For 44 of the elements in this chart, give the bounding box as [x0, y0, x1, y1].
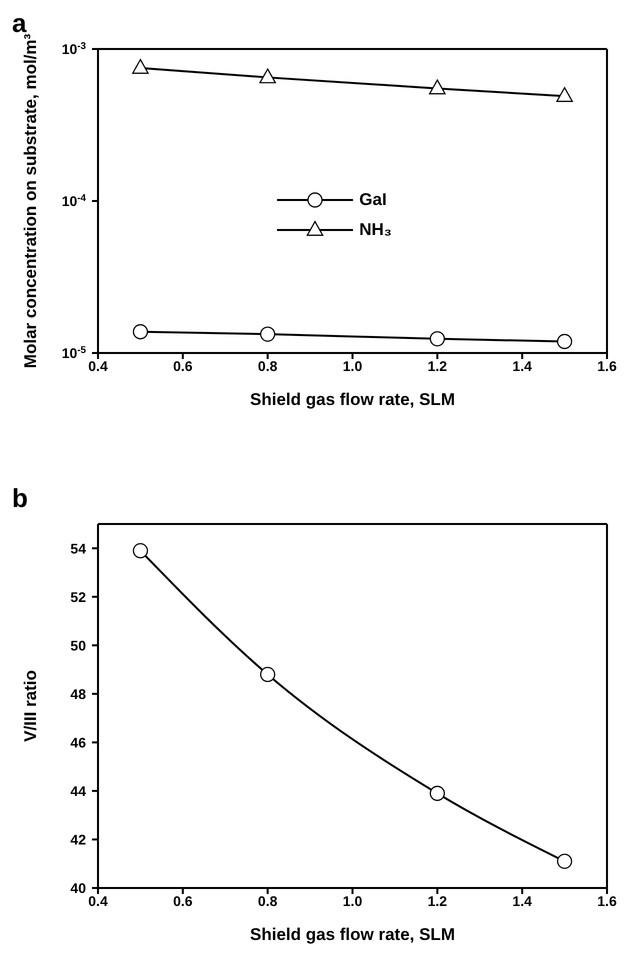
y-axis-title: V/III ratio — [21, 670, 40, 742]
y-tick-label: 44 — [70, 782, 86, 799]
y-tick-label: 46 — [70, 734, 86, 750]
x-tick-label: 1.0 — [342, 358, 362, 374]
y-tick-label: 10$^{-4}$ — [62, 192, 87, 209]
point — [260, 666, 276, 682]
y-tick-label: 54 — [70, 540, 86, 556]
point — [132, 58, 149, 74]
x-axis-title: Shield gas flow rate, SLM — [250, 390, 455, 409]
x-tick-label: 1.0 — [342, 892, 362, 909]
point — [430, 331, 445, 346]
point — [429, 79, 446, 94]
x-tick-label: 1.6 — [597, 892, 617, 909]
point — [556, 334, 572, 350]
y-tick-label: 42 — [70, 831, 86, 848]
y-tick-label: 10$^{-5}$ — [62, 344, 87, 361]
point — [556, 854, 572, 869]
x-tick-label: 1.6 — [597, 358, 617, 374]
x-tick-label: 0.8 — [258, 892, 278, 909]
legend-label: NH₃ — [359, 220, 392, 240]
legend-label: GaI — [359, 190, 387, 210]
point — [430, 786, 445, 801]
x-tick-label: 0.4 — [88, 892, 108, 909]
y-tick-label: 40 — [70, 880, 86, 896]
y-tick-label: 10$^{-3}$ — [62, 40, 87, 57]
y-tick-label: 48 — [70, 686, 86, 702]
point — [132, 324, 148, 340]
x-tick-label: 1.4 — [512, 358, 532, 374]
x-tick-label: 1.2 — [428, 892, 448, 909]
y-axis-title: Molar concentration on substrate, mol/m³ — [21, 33, 40, 368]
x-tick-label: 0.4 — [88, 358, 108, 374]
x-tick-label: 1.4 — [512, 892, 532, 909]
x-tick-label: 0.8 — [258, 358, 278, 374]
point — [259, 68, 276, 84]
chart-title: b — [12, 483, 28, 514]
x-tick-label: 0.6 — [173, 358, 193, 374]
point — [132, 543, 148, 558]
y-tick-label: 52 — [70, 588, 86, 605]
x-tick-label: 1.2 — [428, 358, 448, 374]
point — [556, 87, 573, 102]
point — [260, 326, 276, 342]
x-axis-title: Shield gas flow rate, SLM — [250, 925, 455, 944]
y-tick-label: 50 — [70, 637, 86, 654]
x-tick-label: 0.6 — [173, 892, 193, 909]
